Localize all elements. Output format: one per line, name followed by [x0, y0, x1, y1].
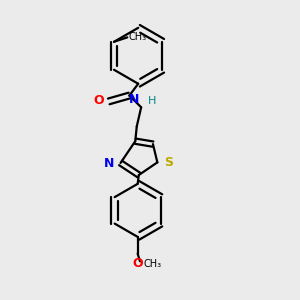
- Text: N: N: [129, 93, 140, 106]
- Text: O: O: [93, 94, 104, 107]
- Text: CH₃: CH₃: [143, 259, 162, 269]
- Text: O: O: [132, 257, 143, 270]
- Text: N: N: [104, 157, 114, 170]
- Text: S: S: [164, 157, 173, 169]
- Text: H: H: [148, 96, 156, 106]
- Text: CH₃: CH₃: [128, 32, 147, 42]
